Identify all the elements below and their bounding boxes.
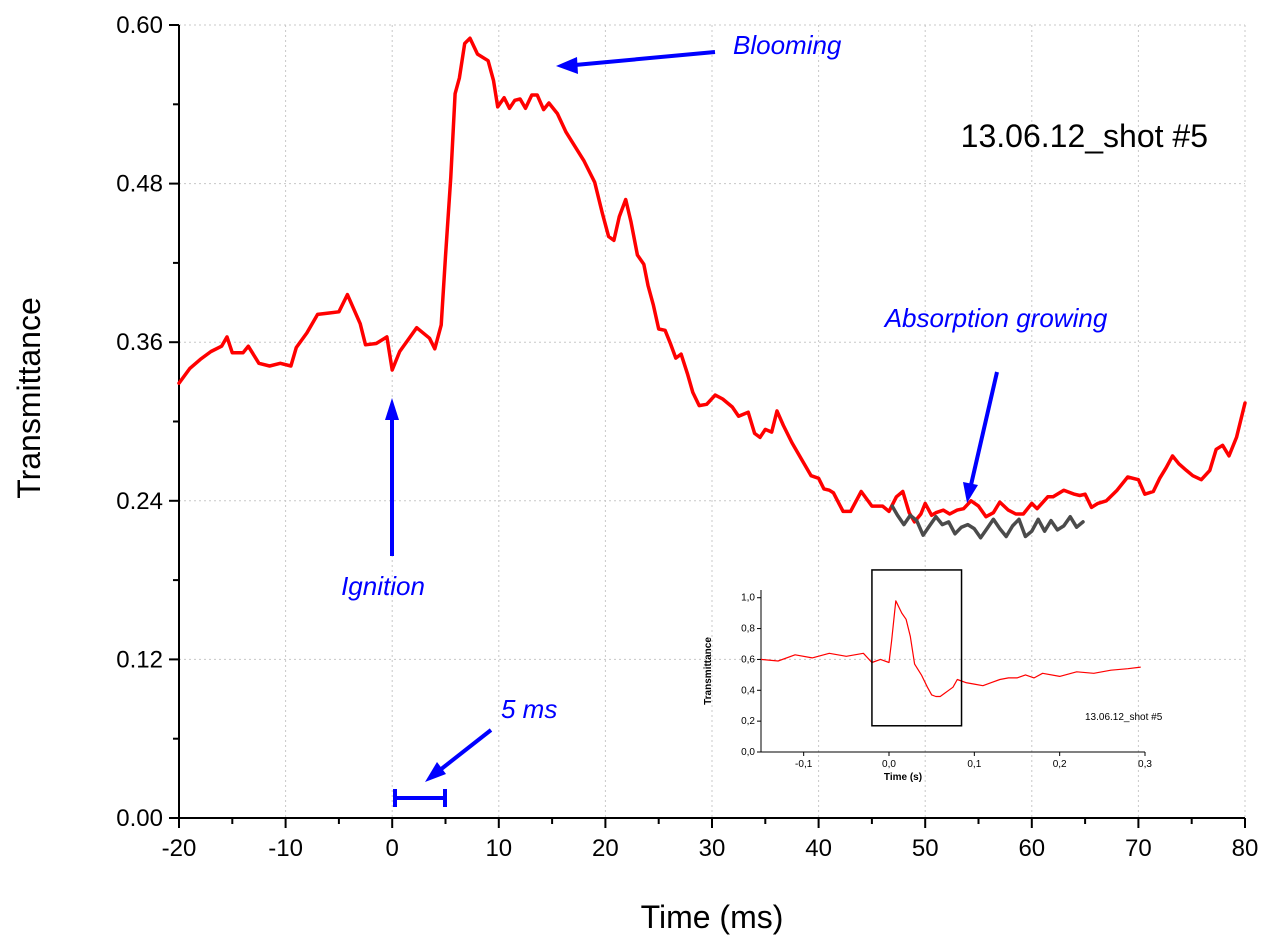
y-tick-label: 0.36 [116,329,163,356]
inset-x-tick-label: 0,0 [882,759,896,770]
x-tick-label: 0 [386,835,399,862]
x-tick-label: -20 [162,835,197,862]
x-tick-label: 70 [1125,835,1152,862]
grid [178,24,1246,819]
absorption-label: Absorption growing [883,303,1108,333]
ignition-arrow-head [385,398,399,420]
scale-bar-arrow-head [425,762,446,782]
inset-chart: -0,1 0,0 0,1 0,2 0,3 0,0 0,2 0,4 0,6 0,8 1,0 Time (… [703,569,1163,783]
inset-y-tick-label: 1,0 [741,593,755,604]
annotation-ignition: Ignition [341,398,425,601]
inset-shot-label: 13.06.12_shot #5 [1085,712,1163,723]
inset-x-tick-label: 0,2 [1053,759,1067,770]
inset-y-tick-label: 0,8 [741,624,755,635]
x-tick-label: 40 [805,835,832,862]
absorption-arrow-head [963,482,978,503]
ignition-label: Ignition [341,571,425,601]
x-tick-label: 20 [592,835,619,862]
inset-y-tick-label: 0,0 [741,747,755,758]
x-tick-label: 60 [1018,835,1045,862]
scale-bar-label: 5 ms [501,694,557,724]
inset-x-tick-label: 0,3 [1138,759,1152,770]
inset-highlight-box [871,569,963,727]
x-tick-label: 10 [485,835,512,862]
y-tick-label: 0.48 [116,171,163,198]
y-tick-label: 0.12 [116,646,163,673]
x-axis-title: Time (ms) [641,899,784,935]
annotation-absorption: Absorption growing [883,303,1108,503]
y-tick-label: 0.00 [116,805,163,832]
annotation-scale-bar: 5 ms [393,694,557,807]
annotation-blooming: Blooming [556,30,842,74]
y-tick-label: 0.60 [116,12,163,39]
absorption-arrow-shaft [969,371,999,486]
blooming-label: Blooming [733,30,842,60]
x-tick-label: 30 [699,835,726,862]
blooming-arrow-shaft [574,50,716,67]
inset-y-tick-label: 0,4 [741,685,755,696]
series [177,36,1247,540]
series-line-1 [177,36,1247,524]
x-tick-label: 80 [1232,835,1259,862]
inset-y-tick-label: 0,2 [741,716,755,727]
scale-bar-arrow-shaft [438,728,493,772]
y-axis-title: Transmittance [11,297,47,499]
inset-y-axis-title: Transmittance [703,637,714,705]
inset-x-tick-label: 0,1 [967,759,981,770]
inset-series-line-1 [760,600,1141,698]
inset-x-tick-label: -0,1 [795,759,813,770]
inset-x-axis-title: Time (s) [884,772,922,783]
y-tick-label: 0.24 [116,488,163,515]
series-line-2 [890,504,1085,540]
axes: -20 -10 0 10 20 30 40 50 60 70 80 0.00 0.12 0.24 0.36 0… [116,12,1258,862]
blooming-arrow-head [556,57,578,74]
x-tick-label: -10 [268,835,303,862]
x-tick-label: 50 [912,835,939,862]
inset-y-tick-label: 0,6 [741,654,755,665]
shot-label: 13.06.12_shot #5 [961,118,1208,154]
